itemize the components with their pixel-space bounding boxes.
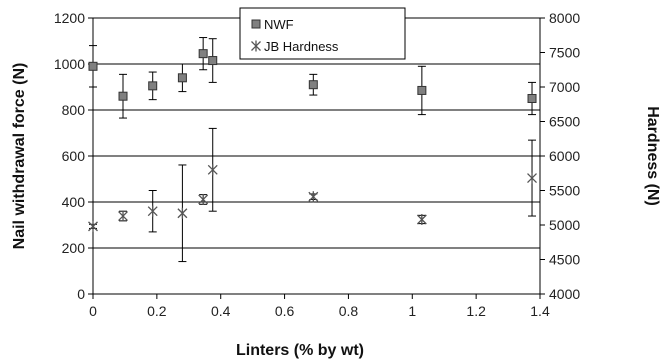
series-layer xyxy=(88,37,537,263)
y2-tick-label: 8000 xyxy=(549,10,580,26)
y2-axis-ticks: 4000 4500 5000 5500 6000 6500 7000 7500 8000 xyxy=(540,10,580,302)
data-point xyxy=(177,207,188,219)
x-tick-label: 0.4 xyxy=(211,303,231,319)
y-axis-ticks: 0 200 400 600 800 1000 1200 xyxy=(54,10,93,302)
y-tick-label: 0 xyxy=(77,286,85,302)
legend-box xyxy=(239,7,406,60)
x-tick-label: 1.2 xyxy=(466,303,486,319)
legend-marker xyxy=(251,19,261,29)
data-point xyxy=(527,94,537,103)
x-axis-title: Linters (% by wt) xyxy=(236,342,364,359)
y-tick-label: 1000 xyxy=(54,56,85,72)
y2-tick-label: 7000 xyxy=(549,79,580,95)
y2-tick-label: 5000 xyxy=(549,217,580,233)
series-nwf xyxy=(88,37,537,119)
y-tick-label: 600 xyxy=(62,148,86,164)
y2-tick-label: 4000 xyxy=(549,286,580,302)
data-point xyxy=(308,191,319,203)
data-point xyxy=(416,213,427,225)
legend-items: NWF JB Hardness xyxy=(251,17,339,54)
legend: NWF JB Hardness xyxy=(239,7,406,60)
y-tick-label: 800 xyxy=(62,102,86,118)
legend-label: JB Hardness xyxy=(264,39,339,54)
data-point xyxy=(308,80,318,90)
x-tick-label: 0 xyxy=(89,303,97,319)
data-point xyxy=(207,164,218,176)
data-point xyxy=(417,85,427,95)
series-jb-hardness xyxy=(88,127,537,263)
x-tick-label: 0.2 xyxy=(147,303,167,319)
x-tick-label: 1 xyxy=(408,303,416,319)
y-axis-title: Nail withdrawal force (N) xyxy=(11,63,28,250)
y-tick-label: 1200 xyxy=(54,10,85,26)
data-point xyxy=(527,172,537,184)
data-point xyxy=(198,193,209,205)
x-axis-ticks: 0 0.2 0.4 0.6 0.8 1 1.2 1.4 xyxy=(89,294,550,319)
x-tick-label: 1.4 xyxy=(530,303,550,319)
data-point xyxy=(88,61,98,71)
data-point xyxy=(88,220,98,232)
data-point xyxy=(177,73,187,83)
data-point xyxy=(118,91,128,101)
legend-label: NWF xyxy=(264,17,294,32)
y2-tick-label: 4500 xyxy=(549,252,580,268)
y2-tick-label: 7500 xyxy=(549,45,580,61)
y2-tick-label: 5500 xyxy=(549,183,580,199)
data-point xyxy=(148,81,158,91)
x-tick-label: 0.6 xyxy=(275,303,295,319)
data-point xyxy=(118,210,128,222)
y-tick-label: 200 xyxy=(62,240,86,256)
legend-marker xyxy=(251,40,261,52)
data-point xyxy=(198,49,208,59)
y2-axis-title: Hardness (N) xyxy=(644,106,661,206)
y-tick-label: 400 xyxy=(62,194,86,210)
x-tick-label: 0.8 xyxy=(339,303,359,319)
data-point xyxy=(208,56,218,66)
data-point xyxy=(147,205,158,217)
y2-tick-label: 6000 xyxy=(549,148,580,164)
y2-tick-label: 6500 xyxy=(549,114,580,130)
